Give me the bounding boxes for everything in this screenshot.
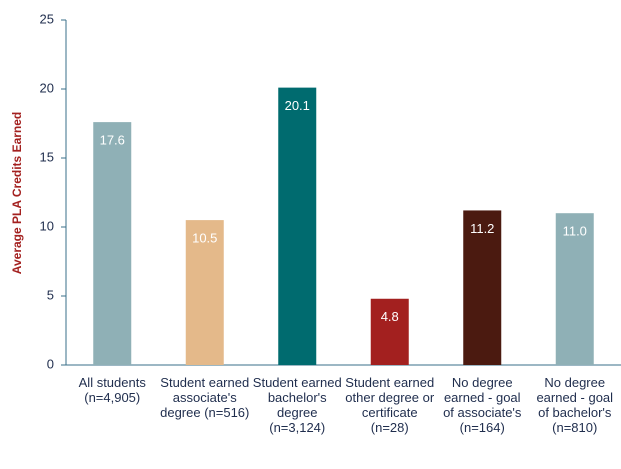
x-tick-label: Student earned other degree or certifica… [345,375,435,435]
value-label: 11.2 [470,221,494,236]
y-tick-label: 0 [47,356,54,371]
x-tick-label: No degree earned - goal of associate's (… [443,375,522,435]
y-tick-label: 20 [40,80,54,95]
value-label: 11.0 [563,224,587,239]
bar [463,210,502,365]
value-label: 17.6 [100,133,125,148]
value-label: 20.1 [285,98,310,113]
bar [185,220,224,365]
value-label: 10.5 [192,231,217,246]
x-tick-label: No degree earned - goal of bachelor's (n… [536,375,614,435]
y-axis-label: Average PLA Credits Earned [10,112,24,275]
x-tick-label: Student earned associate's degree (n=516… [160,375,250,420]
y-tick-label: 15 [40,149,54,164]
x-tick-label: All students (n=4,905) [78,375,146,405]
y-tick-label: 10 [40,218,54,233]
y-tick-label: 25 [40,11,54,26]
y-tick-label: 5 [47,287,54,302]
bar [93,122,132,366]
bar [555,213,594,365]
bar [278,87,317,366]
x-tick-label: Student earned bachelor's degree (n=3,12… [252,375,342,435]
bar [370,298,409,365]
value-label: 4.8 [381,309,399,324]
